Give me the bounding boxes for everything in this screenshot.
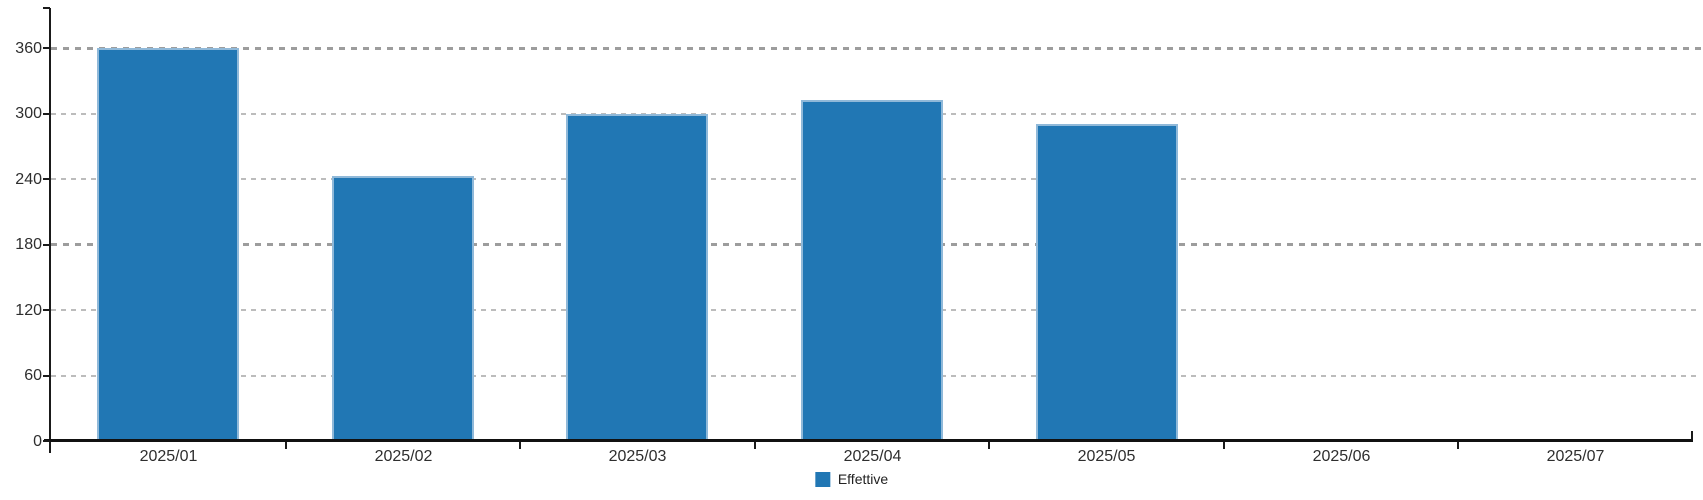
y-axis-label: 180 — [15, 236, 42, 253]
x-axis-label: 2025/04 — [843, 448, 902, 465]
y-axis-label: 60 — [24, 367, 42, 384]
gridline-360 — [51, 47, 1701, 50]
bar-2025-02[interactable] — [332, 176, 474, 441]
x-boundary-tick-2 — [519, 442, 521, 449]
y-tick-0 — [43, 440, 50, 442]
x-axis-end-tick — [1691, 431, 1693, 440]
y-axis-label: 360 — [15, 40, 42, 57]
x-axis-label: 2025/07 — [1546, 448, 1605, 465]
bar-2025-04[interactable] — [801, 100, 943, 441]
legend-swatch — [814, 472, 830, 487]
x-boundary-tick-3 — [754, 442, 756, 449]
y-axis-line — [49, 8, 51, 453]
x-axis-label: 2025/06 — [1312, 448, 1371, 465]
y-axis-label: 300 — [15, 105, 42, 122]
x-boundary-tick-5 — [1223, 442, 1225, 449]
y-tick-360 — [43, 47, 50, 49]
x-boundary-tick-6 — [1457, 442, 1459, 449]
bar-2025-05[interactable] — [1036, 124, 1178, 441]
x-axis-line — [44, 439, 1693, 442]
x-axis-label: 2025/05 — [1077, 448, 1136, 465]
legend-label: Effettive — [837, 471, 889, 487]
x-axis-label: 2025/01 — [139, 448, 198, 465]
y-tick-300 — [43, 113, 50, 115]
y-tick-240 — [43, 178, 50, 180]
x-boundary-tick-4 — [988, 442, 990, 449]
y-tick-120 — [43, 309, 50, 311]
y-tick-60 — [43, 375, 50, 377]
x-boundary-tick-1 — [285, 442, 287, 449]
y-axis-label: 0 — [33, 433, 42, 450]
bar-2025-03[interactable] — [566, 114, 708, 441]
y-axis-end-tick — [43, 7, 50, 9]
bar-2025-01[interactable] — [97, 48, 239, 441]
y-axis-label: 120 — [15, 302, 42, 319]
x-axis-label: 2025/02 — [374, 448, 433, 465]
y-axis-label: 240 — [15, 171, 42, 188]
legend-item-effettive[interactable]: Effettive — [814, 471, 889, 488]
x-axis-label: 2025/03 — [608, 448, 667, 465]
y-tick-180 — [43, 244, 50, 246]
